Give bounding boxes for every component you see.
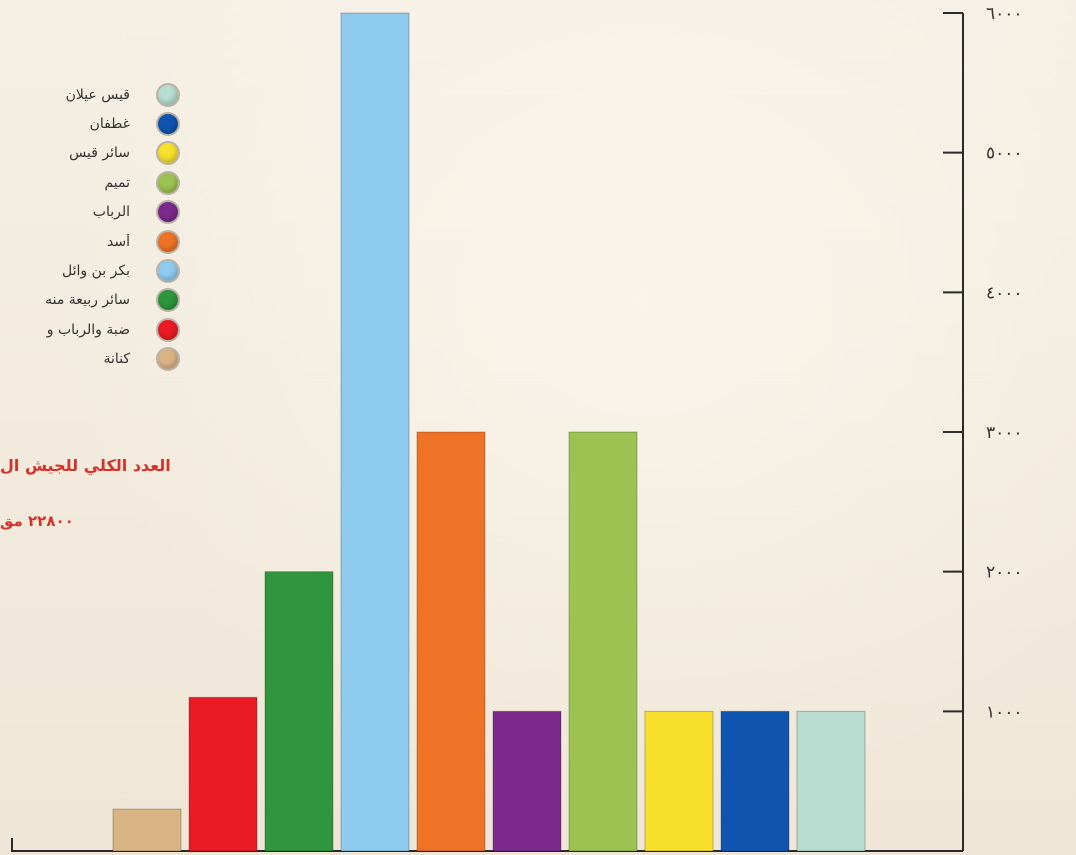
legend-label: كنانة: [103, 351, 130, 368]
total-army-value: ٢٢٨٠٠ مق: [0, 512, 74, 530]
bar-10: [796, 710, 866, 852]
legend-label: بكر بن وائل: [62, 263, 130, 280]
legend-item: الرباب: [0, 198, 182, 227]
legend-label: ضبة والرباب و: [46, 321, 130, 338]
legend-item: سائر ربيعة منه: [0, 286, 182, 315]
legend-label: قيس عيلان: [65, 86, 130, 103]
legend-item: ضبة والرباب و: [0, 315, 182, 344]
legend-label: تميم: [104, 174, 130, 191]
y-tick-label: ٥٠٠٠: [986, 144, 1023, 164]
legend-item: بكر بن وائل: [0, 256, 182, 285]
legend-swatch: [156, 229, 180, 254]
bar-2: [188, 696, 258, 852]
legend-swatch: [156, 317, 180, 342]
legend-swatch: [156, 259, 180, 284]
legend-label: سائر ربيعة منه: [45, 292, 130, 309]
legend-label: غطفان: [89, 116, 130, 133]
y-tick-label: ٣٠٠٠: [986, 423, 1023, 443]
y-tick-label: ٦٠٠٠: [986, 4, 1023, 24]
legend-swatch: [156, 170, 180, 195]
legend-swatch: [156, 112, 180, 137]
legend-label: سائر قيس: [69, 145, 130, 162]
legend-item: كنانة: [0, 345, 182, 374]
bar-9: [720, 710, 790, 852]
legend-swatch: [156, 200, 180, 225]
y-tick-label: ١٠٠٠: [986, 702, 1023, 722]
legend-label: الرباب: [92, 204, 130, 221]
legend-swatch: [156, 288, 180, 313]
bar-8: [644, 710, 714, 852]
legend-swatch: [156, 347, 180, 372]
legend-item: سائر قيس: [0, 139, 182, 168]
legend-label: أسد: [107, 233, 130, 250]
legend-item: أسد: [0, 227, 182, 256]
y-tick-label: ٢٠٠٠: [986, 563, 1023, 583]
bar-5: [416, 431, 486, 852]
bar-3: [264, 571, 334, 852]
y-tick-label: ٤٠٠٠: [986, 283, 1023, 303]
bar-4: [340, 12, 410, 852]
chart-legend: قيس عيلان غطفان سائر قيس تميم الرباب أسد بكر ب…: [0, 80, 182, 374]
legend-swatch: [156, 82, 180, 107]
legend-item: غطفان: [0, 109, 182, 138]
bar-7: [568, 431, 638, 852]
total-army-title: العدد الكلي للجيش ال: [0, 456, 171, 475]
legend-swatch: [156, 141, 180, 166]
bar-6: [492, 710, 562, 852]
legend-item: تميم: [0, 168, 182, 197]
legend-item: قيس عيلان: [0, 80, 182, 109]
bar-1: [112, 808, 182, 852]
